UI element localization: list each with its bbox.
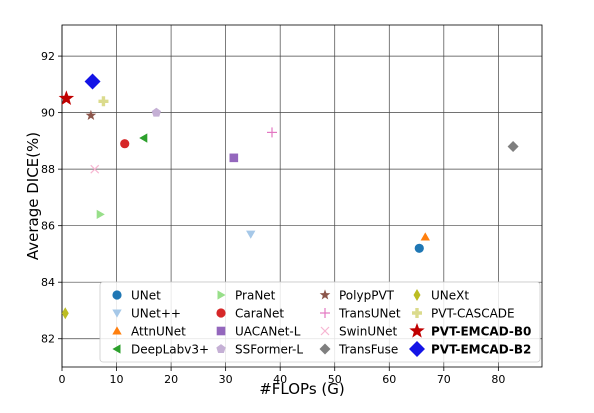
x-tick-label: 70: [437, 373, 451, 386]
legend-label-ssformer-l: SSFormer-L: [235, 343, 303, 357]
legend-marker-ssformer-l: [216, 344, 226, 353]
legend-label-uacanet-l: UACANet-L: [235, 325, 301, 339]
legend-marker-attnunet: [112, 326, 122, 335]
legend-marker-pvt-emcad-b2: [409, 341, 425, 357]
legend-label-swinunet: SwinUNet: [339, 325, 398, 339]
data-points: [58, 73, 519, 320]
plot-frame: [61, 24, 543, 368]
legend-label-pvt-cascade: PVT-CASCADE: [431, 307, 515, 321]
y-tick-label: 84: [41, 276, 55, 289]
point-unet: [246, 230, 256, 239]
legend-marker-unet: [112, 309, 122, 318]
legend-marker-pranet: [217, 290, 226, 300]
legend-marker-uacanet-l: [216, 326, 226, 336]
point-pvt-cascade: [98, 96, 109, 107]
legend-label-pranet: PraNet: [235, 289, 276, 303]
legend-label-pvt-emcad-b0: PVT-EMCAD-B0: [431, 325, 531, 339]
legend-label-unet: UNet++: [131, 307, 181, 321]
y-tick-label: 90: [41, 107, 55, 120]
x-tick-label: 80: [491, 373, 505, 386]
y-axis-title: Average DICE(%): [24, 132, 42, 260]
legend-marker-caranet: [216, 308, 226, 318]
x-tick-label: 50: [328, 373, 342, 386]
x-tick-label: 20: [164, 373, 178, 386]
point-pvt-emcad-b2: [84, 73, 101, 90]
point-pvt-emcad-b0: [58, 90, 75, 106]
legend-marker-unet: [112, 290, 122, 300]
legend-marker-unext: [413, 289, 421, 301]
point-unet: [414, 243, 424, 253]
x-tick-label: 10: [110, 373, 124, 386]
legend-label-polyppvt: PolypPVT: [339, 289, 395, 303]
x-tick-label: 40: [273, 373, 287, 386]
legend-label-caranet: CaraNet: [235, 307, 284, 321]
legend-marker-swinunet: [320, 326, 330, 336]
legend-box: [99, 281, 541, 363]
legend-label-pvt-emcad-b2: PVT-EMCAD-B2: [431, 343, 531, 357]
legend-marker-deeplabv3: [112, 344, 121, 354]
point-swinunet: [90, 164, 100, 174]
legend-label-attnunet: AttnUNet: [131, 325, 186, 339]
legend-marker-polyppvt: [319, 289, 331, 300]
y-tick-label: 82: [41, 333, 55, 346]
x-tick-label: 0: [59, 373, 66, 386]
y-tick-label: 92: [41, 50, 55, 63]
point-attnunet: [420, 232, 430, 241]
point-ssformer-l: [151, 107, 162, 117]
y-tick-label: 86: [41, 220, 55, 233]
point-uacanet-l: [229, 153, 239, 163]
point-polyppvt: [85, 109, 97, 120]
legend-label-transunet: TransUNet: [338, 307, 401, 321]
legend-label-unet: UNet: [131, 289, 161, 303]
point-unext: [61, 307, 69, 320]
y-tick-label: 88: [41, 163, 55, 176]
legend-marker-pvt-emcad-b0: [409, 322, 425, 338]
legend-marker-pvt-cascade: [412, 308, 422, 318]
point-deeplabv3: [139, 133, 148, 143]
point-caranet: [120, 139, 130, 149]
legend-marker-transfuse: [319, 343, 331, 355]
legend-label-deeplabv3: DeepLabv3+: [131, 343, 209, 357]
point-transunet: [267, 127, 277, 138]
legend-label-transfuse: TransFuse: [338, 343, 398, 357]
point-transfuse: [507, 141, 519, 153]
legend: UNet UNet++ AttnUNet DeepLabv3+ PraNet CaraNe…: [99, 281, 541, 363]
x-tick-label: 60: [382, 373, 396, 386]
point-pranet: [96, 209, 105, 220]
legend-label-unext: UNeXt: [431, 289, 469, 303]
x-tick-label: 30: [219, 373, 233, 386]
legend-marker-transunet: [320, 308, 330, 318]
axis-ticks: 0 10 20 30 40 50 60 70 80 82 84 86 88 90 92: [41, 50, 505, 386]
x-axis-title: #FLOPs (G): [259, 380, 345, 398]
